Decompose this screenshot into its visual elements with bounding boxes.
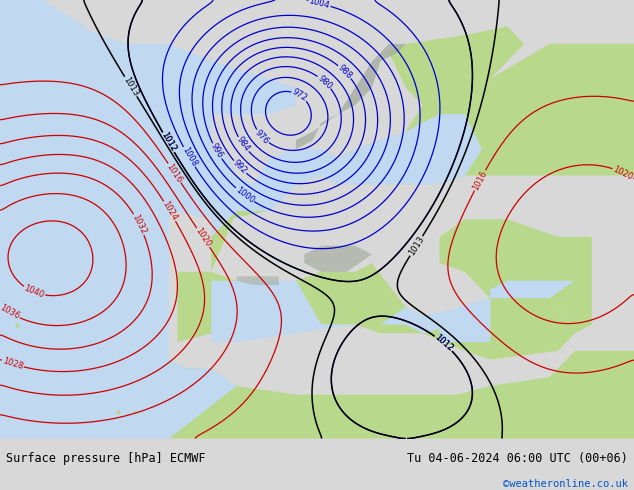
- Text: 1000: 1000: [233, 185, 256, 205]
- Text: 1013: 1013: [407, 235, 426, 257]
- Text: 1016: 1016: [471, 169, 489, 192]
- Polygon shape: [439, 220, 592, 333]
- Text: 1008: 1008: [180, 146, 198, 169]
- Text: 1004: 1004: [308, 0, 331, 10]
- Text: 988: 988: [336, 63, 354, 81]
- Text: 1016: 1016: [165, 162, 184, 184]
- Polygon shape: [439, 298, 490, 342]
- Polygon shape: [34, 79, 101, 105]
- Polygon shape: [211, 26, 524, 272]
- Text: 1012: 1012: [433, 333, 455, 353]
- Polygon shape: [203, 149, 271, 220]
- Polygon shape: [321, 114, 482, 184]
- Polygon shape: [304, 245, 372, 272]
- Polygon shape: [236, 276, 279, 285]
- Polygon shape: [0, 0, 296, 175]
- Text: 1036: 1036: [0, 303, 21, 321]
- Polygon shape: [178, 263, 575, 360]
- Text: 1024: 1024: [160, 200, 179, 222]
- Text: 1028: 1028: [1, 356, 24, 371]
- Text: 1013: 1013: [121, 75, 140, 98]
- Text: 976: 976: [254, 128, 271, 146]
- Text: 972: 972: [290, 87, 309, 103]
- Text: 996: 996: [209, 142, 225, 160]
- Polygon shape: [169, 351, 634, 439]
- Text: 1012: 1012: [433, 333, 455, 353]
- Text: ©weatheronline.co.uk: ©weatheronline.co.uk: [503, 479, 628, 489]
- Text: 1040: 1040: [23, 284, 46, 300]
- Text: 1032: 1032: [131, 213, 148, 236]
- Polygon shape: [211, 281, 490, 342]
- Polygon shape: [0, 0, 236, 439]
- Polygon shape: [236, 149, 338, 211]
- Polygon shape: [296, 44, 406, 149]
- Text: 1020: 1020: [612, 165, 634, 182]
- Polygon shape: [0, 0, 338, 272]
- Polygon shape: [490, 281, 575, 298]
- Polygon shape: [465, 44, 634, 175]
- Text: Tu 04-06-2024 06:00 UTC (00+06): Tu 04-06-2024 06:00 UTC (00+06): [407, 452, 628, 465]
- Text: 984: 984: [235, 135, 252, 153]
- Polygon shape: [0, 0, 101, 88]
- Text: 1012: 1012: [159, 131, 178, 153]
- Text: 980: 980: [316, 74, 333, 91]
- Polygon shape: [169, 175, 203, 211]
- Text: Surface pressure [hPa] ECMWF: Surface pressure [hPa] ECMWF: [6, 452, 206, 465]
- Text: 992: 992: [231, 158, 249, 176]
- Text: 1020: 1020: [193, 226, 213, 249]
- Text: 1012: 1012: [159, 131, 178, 153]
